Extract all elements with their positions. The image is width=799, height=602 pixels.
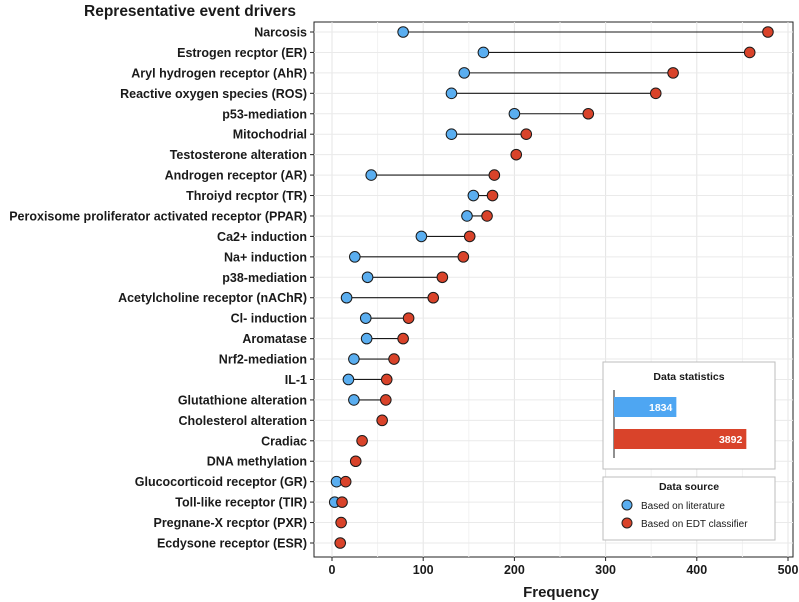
x-tick-label: 0 <box>329 563 336 577</box>
point-literature <box>348 353 360 365</box>
point-literature <box>415 230 428 243</box>
point-edt-classifier <box>649 87 662 100</box>
point-edt-classifier <box>743 46 756 59</box>
category-label: Nrf2-mediation <box>219 353 307 367</box>
category-label: Estrogen recptor (ER) <box>177 46 307 60</box>
point-edt-classifier <box>436 271 449 284</box>
legend-marker-literature <box>621 499 633 511</box>
category-label: Reactive oxygen species (ROS) <box>120 87 307 101</box>
x-tick-label: 400 <box>686 563 707 577</box>
dumbbell-points <box>328 26 774 549</box>
point-literature <box>360 332 373 345</box>
point-edt-classifier <box>397 332 409 345</box>
inset-bar-label: 3892 <box>719 434 743 446</box>
point-literature <box>359 312 372 324</box>
category-label: Aryl hydrogen receptor (AhR) <box>131 66 307 80</box>
legend-box <box>602 476 776 541</box>
point-literature <box>342 373 355 386</box>
point-literature <box>397 26 409 38</box>
category-label: Aromatase <box>242 332 307 346</box>
point-edt-classifier <box>376 414 388 427</box>
category-label: Ecdysone receptor (ESR) <box>157 537 307 551</box>
inset-bar <box>614 397 677 417</box>
legend-title: Data source <box>659 481 719 493</box>
point-edt-classifier <box>356 435 368 447</box>
point-literature <box>349 251 361 263</box>
point-literature <box>361 271 374 284</box>
category-label: Androgen receptor (AR) <box>165 169 307 183</box>
category-label: Throiyd recptor (TR) <box>186 189 307 203</box>
point-edt-classifier <box>481 210 493 222</box>
point-literature <box>467 189 480 202</box>
point-edt-classifier <box>349 455 362 468</box>
point-literature <box>477 46 490 59</box>
point-edt-classifier <box>339 475 352 488</box>
point-literature <box>445 128 458 140</box>
category-label: p53-mediation <box>222 107 307 121</box>
category-label: Na+ induction <box>224 250 307 264</box>
point-edt-classifier <box>488 169 501 181</box>
legend-label-literature: Based on literature <box>641 501 725 512</box>
inset-bar <box>614 429 747 449</box>
category-label: Narcosis <box>254 26 307 40</box>
category-label: p38-mediation <box>222 271 307 285</box>
point-edt-classifier <box>388 353 400 365</box>
point-literature <box>458 67 471 79</box>
x-axis-ticks: 0 100 200 300 400 500 <box>329 557 799 577</box>
point-edt-classifier <box>520 128 533 140</box>
point-edt-classifier <box>380 394 392 406</box>
legend-marker-edt <box>621 517 633 529</box>
category-label: Cl- induction <box>231 312 307 326</box>
category-label: Cradiac <box>261 434 307 448</box>
x-tick-label: 100 <box>413 563 434 577</box>
category-label: Mitochodrial <box>233 128 307 142</box>
category-label: IL-1 <box>285 373 307 387</box>
point-edt-classifier <box>667 67 679 79</box>
category-label: Ca2+ induction <box>217 230 307 244</box>
category-label: DNA methylation <box>207 455 307 469</box>
point-edt-classifier <box>762 26 774 38</box>
point-literature <box>340 291 353 304</box>
x-tick-label: 200 <box>504 563 525 577</box>
point-edt-classifier <box>335 516 347 529</box>
point-edt-classifier <box>380 373 393 386</box>
point-edt-classifier <box>486 189 499 202</box>
category-label: Peroxisome proliferator activated recept… <box>9 209 307 223</box>
point-literature <box>508 107 521 120</box>
category-label: Toll-like receptor (TIR) <box>175 496 307 510</box>
x-tick-label: 300 <box>595 563 616 577</box>
inset-title: Data statistics <box>653 371 724 383</box>
grid <box>314 22 793 557</box>
point-edt-classifier <box>402 312 415 324</box>
category-label: Testosterone alteration <box>170 148 307 162</box>
point-edt-classifier <box>463 230 476 243</box>
data-statistics-inset: Data statistics 1834 3892 <box>602 361 776 470</box>
point-edt-classifier <box>336 496 348 508</box>
category-label: Glutathione alteration <box>178 393 307 407</box>
point-literature <box>461 210 473 222</box>
category-label: Pregnane-X recptor (PXR) <box>153 516 307 530</box>
chart-title: Representative event drivers <box>84 3 296 20</box>
category-label: Glucocorticoid receptor (GR) <box>135 475 307 489</box>
x-tick-label: 500 <box>778 563 799 577</box>
point-edt-classifier <box>427 291 440 304</box>
point-edt-classifier <box>582 107 595 120</box>
x-axis-title: Frequency <box>523 584 600 601</box>
legend-label-edt: Based on EDT classifier <box>641 519 748 530</box>
point-edt-classifier <box>457 251 470 263</box>
point-literature <box>365 169 378 181</box>
legend: Data source Based on literature Based on… <box>602 476 776 541</box>
category-label: Cholesterol alteration <box>179 414 308 428</box>
category-labels: Narcosis Estrogen recptor (ER) Aryl hydrog… <box>9 26 314 551</box>
point-literature <box>348 394 360 406</box>
category-label: Acetylcholine receptor (nAChR) <box>118 291 307 305</box>
inset-bar-label: 1834 <box>649 402 673 414</box>
point-literature <box>445 87 458 100</box>
point-edt-classifier <box>510 148 523 161</box>
point-edt-classifier <box>334 537 347 549</box>
